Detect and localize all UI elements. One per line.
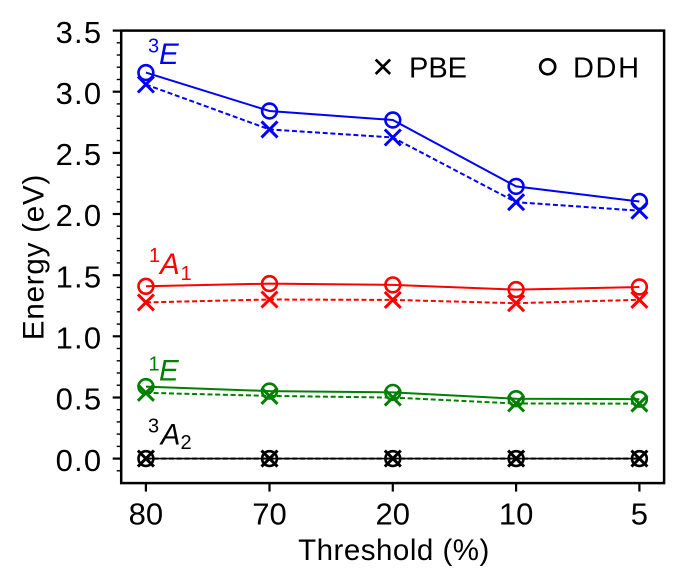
svg-text:80: 80: [129, 497, 163, 532]
svg-text:10: 10: [499, 497, 533, 532]
svg-text:1: 1: [181, 263, 192, 285]
svg-text:3.0: 3.0: [56, 76, 103, 111]
svg-text:A: A: [158, 248, 180, 281]
svg-text:2: 2: [181, 432, 192, 454]
svg-text:20: 20: [376, 497, 410, 532]
svg-text:3: 3: [148, 36, 159, 58]
svg-text:DDH: DDH: [573, 53, 641, 85]
svg-text:3: 3: [148, 415, 159, 437]
svg-text:Energy (eV): Energy (eV): [18, 174, 51, 340]
svg-text:1: 1: [149, 245, 160, 267]
svg-text:A: A: [159, 419, 181, 452]
svg-text:E: E: [159, 355, 179, 388]
svg-text:0.5: 0.5: [56, 382, 103, 417]
svg-text:Threshold (%): Threshold (%): [298, 534, 490, 567]
svg-text:3.5: 3.5: [56, 15, 103, 50]
svg-text:5: 5: [631, 497, 648, 532]
svg-text:70: 70: [252, 497, 286, 532]
svg-text:1.0: 1.0: [56, 321, 103, 356]
svg-text:2.0: 2.0: [56, 198, 103, 233]
svg-text:1: 1: [149, 354, 160, 376]
svg-text:0.0: 0.0: [56, 443, 103, 478]
svg-text:E: E: [159, 38, 179, 71]
svg-text:2.5: 2.5: [56, 137, 103, 172]
svg-text:PBE: PBE: [409, 53, 467, 85]
svg-text:1.5: 1.5: [56, 259, 103, 294]
